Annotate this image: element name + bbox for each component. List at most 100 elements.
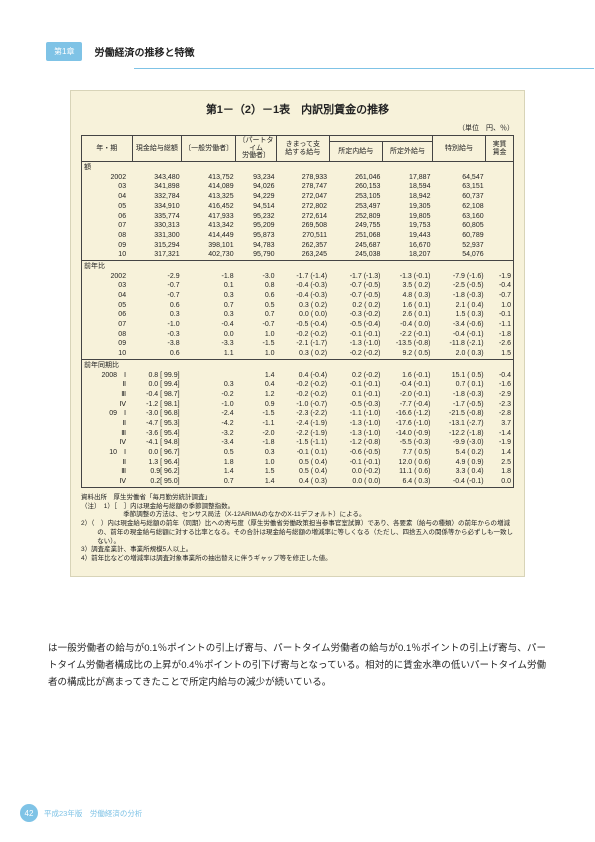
table-cell: -1.8 (182, 272, 236, 282)
section-label: 前年比 (82, 260, 514, 271)
table-row: 07330,313413,34295,209269,508249,75519,7… (82, 221, 514, 231)
table-cell: 0.0 (182, 330, 236, 340)
footer-text: 平成23年版 労働経済の分析 (44, 808, 142, 819)
table-cell (486, 221, 514, 231)
table-cell: 94,229 (236, 192, 277, 202)
table-cell: 1.4 (182, 467, 236, 477)
table-cell: -0.1 ( 0.1) (277, 448, 330, 458)
table-unit: （単位 円、％） (81, 123, 514, 133)
table-cell: -0.4 (182, 320, 236, 330)
table-cell: -2.8 (486, 409, 514, 419)
table-cell: 1.0 (486, 301, 514, 311)
table-cell: 398,101 (182, 241, 236, 251)
table-cell: 317,321 (132, 250, 182, 260)
table-cell (486, 212, 514, 222)
table-cell: 0.5 (236, 301, 277, 311)
table-cell: -2.2 (-1.9) (277, 429, 330, 439)
table-cell: 11.1 ( 0.6) (382, 467, 432, 477)
table-row: 2002343,480413,75293,234278,933261,04617… (82, 173, 514, 183)
table-cell: 402,730 (182, 250, 236, 260)
th-real: 実質 賃金 (486, 136, 514, 162)
table-cell: -2.9 (132, 272, 182, 282)
table-cell: -1.5 (236, 339, 277, 349)
table-cell: 03 (82, 182, 133, 192)
th-part: 〔パートタイム 労働者〕 (236, 136, 277, 162)
table-cell: 0.5 ( 0.4) (277, 467, 330, 477)
table-cell: 315,294 (132, 241, 182, 251)
table-cell: 3.7 (486, 419, 514, 429)
table-cell (486, 241, 514, 251)
table-cell: 260,153 (329, 182, 382, 192)
th-total: 現金給与総額 (132, 136, 182, 162)
table-cell: -4.7 [ 95.3] (132, 419, 182, 429)
table-cell: 0.2 ( 0.2) (329, 301, 382, 311)
table-cell: -2.4 (-1.9) (277, 419, 330, 429)
table-cell (486, 182, 514, 192)
table-cell: -9.9 (-3.0) (432, 438, 485, 448)
table-cell: Ⅲ (82, 467, 133, 477)
table-cell: -1.9 (486, 272, 514, 282)
table-cell: 0.1 (-0.1) (329, 390, 382, 400)
table-cell: 0.9 (236, 400, 277, 410)
table-row: 05334,910416,45294,514272,802253,49719,3… (82, 202, 514, 212)
table-cell: -0.3 (132, 330, 182, 340)
chapter-title: 労働経済の推移と特徴 (94, 44, 194, 59)
table-cell: 1.3 [ 96.4] (132, 458, 182, 468)
note-item: （注） 1）［ ］内は現金給与総額の季節調整指数。 季節調整の方法は、センサス局… (81, 503, 514, 521)
table-cell: 52,937 (432, 241, 485, 251)
table-cell: -2.3 (486, 400, 514, 410)
table-cell (486, 173, 514, 183)
table-cell: 60,789 (432, 231, 485, 241)
table-cell: -1.3 (-1.0) (329, 429, 382, 439)
table-cell: 19,443 (382, 231, 432, 241)
table-cell: 0.8 [ 99.9] (132, 371, 182, 381)
table-cell: 0.2 (-0.2) (329, 371, 382, 381)
table-cell: 09 (82, 339, 133, 349)
table-cell: -1.3 (-1.0) (329, 419, 382, 429)
table-cell: 0.9[ 96.2] (132, 467, 182, 477)
table-cell: 269,508 (277, 221, 330, 231)
table-cell: 262,357 (277, 241, 330, 251)
table-cell: -0.7 (-0.5) (329, 281, 382, 291)
table-cell: -0.4 (486, 281, 514, 291)
table-cell: Ⅱ (82, 380, 133, 390)
table-cell: 2.5 (486, 458, 514, 468)
table-cell: -3.4 (-0.6) (432, 320, 485, 330)
th-year: 年・期 (82, 136, 133, 162)
table-cell: -1.3 (-0.1) (382, 272, 432, 282)
table-row: 050.60.70.50.3 ( 0.2)0.2 ( 0.2)1.6 ( 0.1… (82, 301, 514, 311)
table-cell: -0.4 [ 98.7] (132, 390, 182, 400)
table-cell: 10 Ⅰ (82, 448, 133, 458)
table-cell: Ⅳ (82, 477, 133, 487)
table-cell: -1.0 (-0.7) (277, 400, 330, 410)
table-cell: -1.7 (-0.5) (432, 400, 485, 410)
table-cell: -3.4 (182, 438, 236, 448)
table-cell: -1.1 (486, 320, 514, 330)
table-cell: -2.9 (486, 390, 514, 400)
table-cell: 1.4 (486, 448, 514, 458)
table-cell (486, 202, 514, 212)
table-cell: 12.0 ( 0.6) (382, 458, 432, 468)
table-cell: 0.8 (236, 281, 277, 291)
table-cell: 1.1 (182, 349, 236, 359)
table-cell: -0.5 (-0.4) (277, 320, 330, 330)
table-cell: -0.1 (-0.1) (329, 330, 382, 340)
chapter-badge: 第1章 (46, 42, 82, 61)
table-cell: -1.8 (486, 330, 514, 340)
table-cell: 417,933 (182, 212, 236, 222)
th-regular: 〔一般労働者〕 (182, 136, 236, 162)
table-cell: 07 (82, 320, 133, 330)
table-row: Ⅲ0.9[ 96.2]1.41.50.5 ( 0.4)0.0 (-0.2)11.… (82, 467, 514, 477)
table-cell: 1.6 (-0.1) (382, 371, 432, 381)
table-cell: 0.0 (-0.2) (329, 467, 382, 477)
table-cell: -2.4 (182, 409, 236, 419)
table-cell: -0.7 (236, 320, 277, 330)
th-special: 特別給与 (432, 136, 485, 162)
table-cell: 1.5 ( 0.3) (432, 310, 485, 320)
table-cell: 0.3 (182, 380, 236, 390)
table-cell: 95,232 (236, 212, 277, 222)
table-cell: 4.8 ( 0.3) (382, 291, 432, 301)
table-cell: 0.5 ( 0.4) (277, 458, 330, 468)
table-cell: Ⅳ (82, 438, 133, 448)
table-cell: Ⅱ (82, 458, 133, 468)
